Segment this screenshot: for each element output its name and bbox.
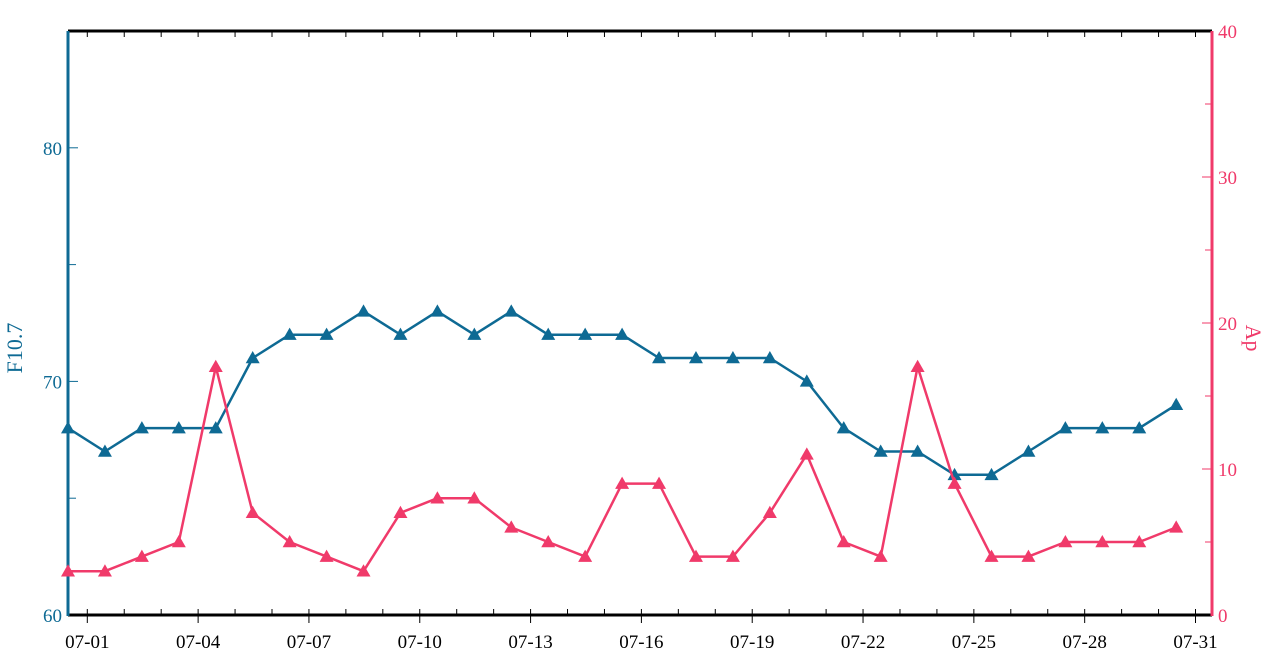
data-point-f10-7 xyxy=(947,467,962,481)
data-point-ap xyxy=(1021,549,1036,562)
data-point-f10-7 xyxy=(61,421,75,434)
data-point-f10-7 xyxy=(1058,421,1073,434)
data-point-f10-7 xyxy=(652,351,667,364)
data-point-ap xyxy=(1058,535,1073,548)
data-point-f10-7 xyxy=(504,304,519,317)
left-tick-label: 80 xyxy=(43,139,62,160)
data-point-f10-7 xyxy=(1132,421,1147,434)
x-axis-ticks: 07-01 07-04 07-07 07-10 07-13 07-16 07-19 07-22… xyxy=(65,31,1218,653)
right-tick-label: 40 xyxy=(1218,22,1237,43)
x-tick-label: 07-31 xyxy=(1173,632,1217,653)
data-point-f10-7 xyxy=(1021,444,1036,457)
data-point-f10-7 xyxy=(910,444,925,457)
data-point-ap xyxy=(799,447,814,460)
data-point-f10-7 xyxy=(319,327,334,340)
data-point-f10-7 xyxy=(393,327,408,340)
series-line-ap xyxy=(68,365,1177,573)
x-tick-label: 07-16 xyxy=(619,632,663,653)
data-point-ap xyxy=(319,549,334,562)
x-tick-label: 07-10 xyxy=(398,632,442,653)
data-point-ap xyxy=(356,564,371,577)
data-point-ap xyxy=(688,549,703,562)
data-point-f10-7 xyxy=(873,444,888,457)
x-tick-label: 07-28 xyxy=(1063,632,1107,653)
data-point-ap xyxy=(725,549,740,562)
data-point-ap xyxy=(541,535,556,548)
data-point-f10-7 xyxy=(134,421,149,434)
x-tick-label: 07-25 xyxy=(952,632,996,653)
data-point-f10-7 xyxy=(762,351,777,364)
right-axis-ticks: 0 10 20 30 40 xyxy=(1202,22,1237,627)
data-point-ap xyxy=(134,549,149,562)
data-point-ap xyxy=(836,535,851,548)
data-point-ap xyxy=(984,549,999,562)
data-point-f10-7 xyxy=(578,327,593,340)
data-point-ap xyxy=(61,564,75,577)
data-point-f10-7 xyxy=(430,304,445,317)
data-point-f10-7 xyxy=(245,351,260,364)
data-point-f10-7 xyxy=(356,304,371,317)
data-point-ap xyxy=(615,476,630,489)
data-point-f10-7 xyxy=(282,327,297,340)
data-point-f10-7 xyxy=(799,374,814,387)
data-point-ap xyxy=(393,505,408,519)
data-point-ap xyxy=(171,535,186,548)
data-point-ap xyxy=(910,359,925,373)
right-axis-label: Ap xyxy=(1241,325,1266,352)
x-tick-label: 07-22 xyxy=(841,632,885,653)
data-point-f10-7 xyxy=(725,351,740,364)
data-point-ap xyxy=(578,549,593,562)
data-point-ap xyxy=(873,549,888,562)
left-tick-label: 70 xyxy=(43,372,62,393)
data-point-f10-7 xyxy=(208,421,223,434)
data-point-ap xyxy=(504,520,519,533)
left-tick-label: 60 xyxy=(43,606,62,627)
x-tick-label: 07-13 xyxy=(508,632,552,653)
data-point-f10-7 xyxy=(97,444,112,457)
x-tick-label: 07-04 xyxy=(176,632,221,653)
data-point-f10-7 xyxy=(171,421,186,434)
data-point-ap xyxy=(1169,520,1184,533)
data-point-f10-7 xyxy=(467,327,482,340)
data-point-ap xyxy=(1132,535,1147,548)
data-point-ap xyxy=(467,491,482,504)
data-point-ap xyxy=(282,535,297,548)
data-point-ap xyxy=(947,476,962,489)
data-point-ap xyxy=(652,476,667,489)
right-tick-label: 20 xyxy=(1218,314,1237,335)
series-layer xyxy=(61,304,1184,577)
right-tick-label: 0 xyxy=(1218,606,1228,627)
data-point-ap xyxy=(208,359,223,373)
x-tick-label: 07-19 xyxy=(730,632,774,653)
data-point-ap xyxy=(430,491,445,504)
data-point-f10-7 xyxy=(1169,397,1184,411)
data-point-f10-7 xyxy=(541,327,556,340)
x-tick-label: 07-07 xyxy=(287,632,331,653)
data-point-f10-7 xyxy=(984,467,999,481)
data-point-f10-7 xyxy=(836,421,851,434)
data-point-ap xyxy=(97,564,112,577)
right-tick-label: 10 xyxy=(1218,460,1237,481)
data-point-f10-7 xyxy=(1095,421,1110,434)
data-point-ap xyxy=(245,505,260,519)
left-axis-label: F10.7 xyxy=(2,323,27,374)
left-axis-ticks: 60 70 80 xyxy=(43,30,78,627)
data-point-f10-7 xyxy=(615,327,630,340)
data-point-ap xyxy=(1095,535,1110,548)
data-point-f10-7 xyxy=(688,351,703,364)
x-tick-label: 07-01 xyxy=(65,632,109,653)
data-point-ap xyxy=(762,505,777,519)
right-tick-label: 30 xyxy=(1218,168,1237,189)
